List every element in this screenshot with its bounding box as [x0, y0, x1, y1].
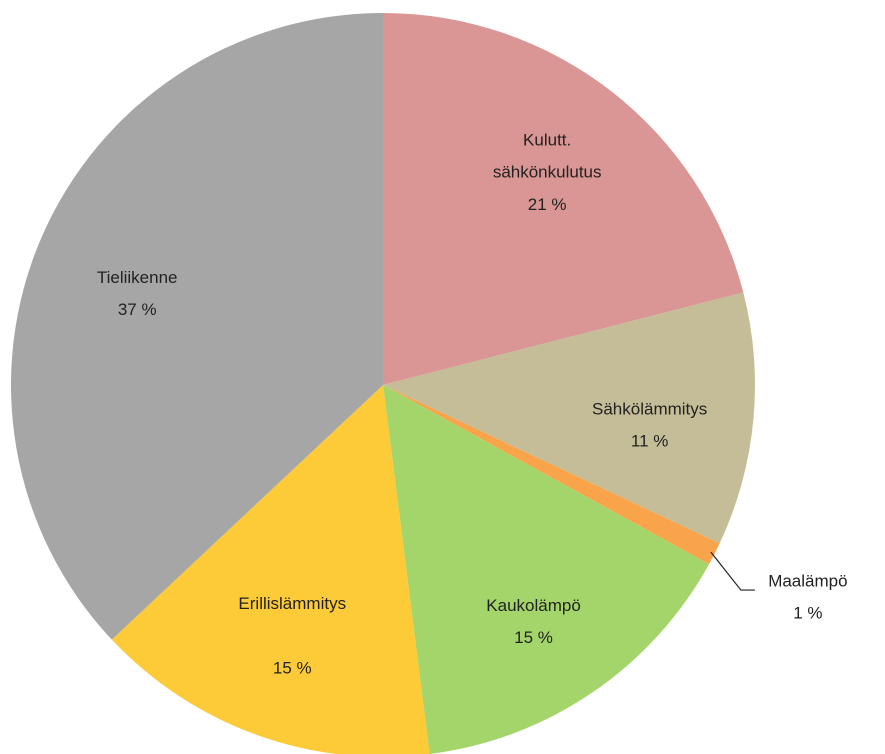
pie-slice: [11, 12, 384, 640]
pie-slice: [383, 13, 744, 385]
label-line: Kulutt.: [523, 131, 571, 150]
slice-value-label: 1 %: [793, 604, 822, 623]
label-line: Erillislämmitys: [238, 594, 346, 613]
label-line: sähkönkulutus: [493, 163, 602, 182]
slice-label: Kaukolämpö: [486, 596, 581, 615]
slice-label: Tieliikenne: [97, 268, 178, 287]
pie-slice: [111, 385, 430, 754]
leader-line: [710, 551, 755, 591]
slice-value-label: 15 %: [273, 658, 312, 677]
slice-value-label: 15 %: [514, 628, 553, 647]
slice-label: Maalämpö: [768, 572, 847, 591]
slice-label: Erillislämmitys: [238, 594, 346, 613]
slice-value-label: 11 %: [631, 432, 669, 451]
pie-slice: [383, 385, 720, 565]
slice-label: Sähkölämmitys: [592, 400, 707, 419]
pie-slice: [383, 385, 709, 754]
slice-label: Kulutt. sähkönkulutus: [493, 131, 602, 182]
pie-slice: [383, 292, 755, 544]
slice-value-label: 37 %: [118, 300, 157, 319]
slice-value-label: 21 %: [528, 195, 567, 214]
